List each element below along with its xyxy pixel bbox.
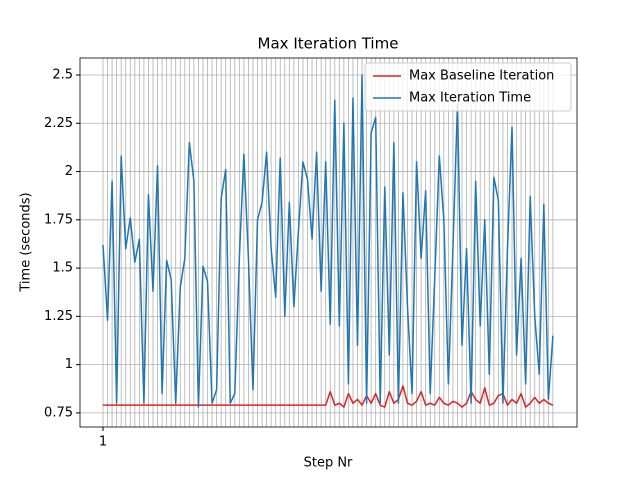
series-line (102, 74, 554, 408)
y-tick-label: 0.75 (44, 405, 73, 420)
y-axis-label: Time (seconds) (19, 192, 34, 292)
x-axis-label: Step Nr (304, 456, 353, 471)
y-tick-label: 1.25 (44, 309, 73, 324)
legend-box (364, 62, 572, 112)
y-tick-label: 1.5 (52, 261, 73, 276)
y-tick-label: 1.75 (44, 212, 73, 227)
y-tick-label: 1 (65, 357, 73, 372)
legend-label: Max Iteration Time (409, 91, 531, 106)
y-tick-label: 2 (65, 164, 73, 179)
y-tick-label: 2.25 (44, 116, 73, 131)
series-line (103, 385, 554, 408)
legend-label: Max Baseline Iteration (409, 69, 554, 84)
y-tick-label: 2.5 (52, 67, 73, 82)
plot-frame (79, 57, 578, 428)
chart-title: Max Iteration Time (258, 35, 399, 53)
x-tick-label: 1 (99, 435, 107, 450)
